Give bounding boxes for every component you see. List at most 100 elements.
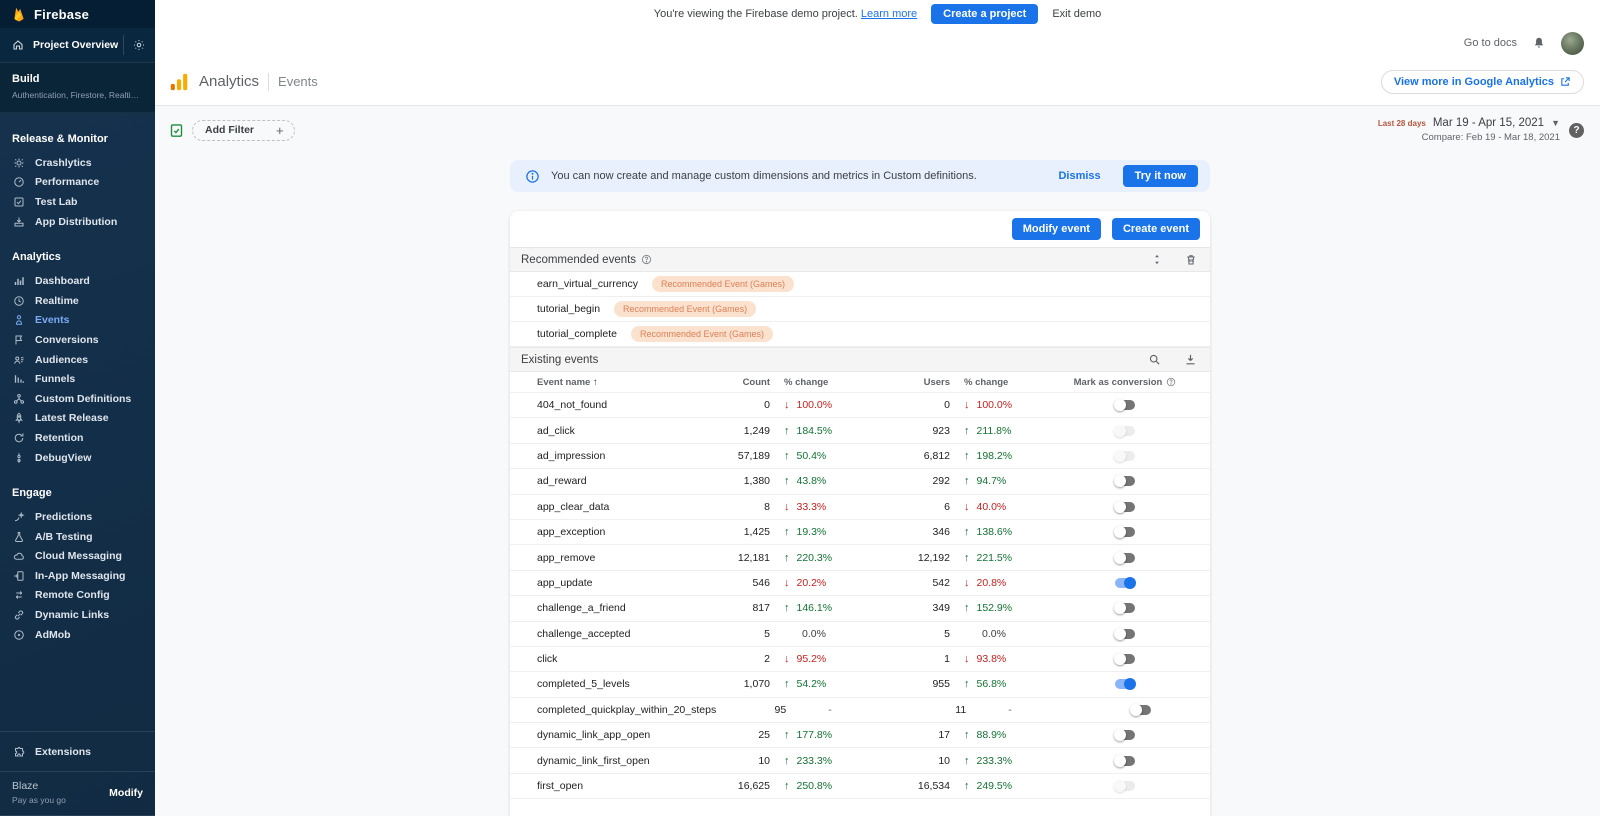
build-section[interactable]: Build Authentication, Firestore, Realtim… — [0, 63, 155, 113]
percent-change: 40.0% — [976, 500, 1007, 513]
sidebar-item-funnels[interactable]: Funnels — [0, 369, 155, 389]
sidebar-item-a-b-testing[interactable]: A/B Testing — [0, 527, 155, 547]
conversion-toggle[interactable] — [1114, 526, 1135, 539]
project-settings-button[interactable] — [123, 35, 145, 55]
column-count[interactable]: Count — [742, 376, 770, 388]
try-it-now-button[interactable]: Try it now — [1122, 165, 1198, 187]
conversion-help-icon[interactable] — [1166, 377, 1176, 387]
create-event-button[interactable]: Create event — [1111, 218, 1200, 240]
sidebar-item-app-distribution[interactable]: App Distribution — [0, 212, 155, 232]
event-name: app_exception — [537, 526, 606, 539]
sidebar-item-conversions[interactable]: Conversions — [0, 330, 155, 350]
conversion-toggle[interactable] — [1114, 627, 1135, 640]
sidebar-item-custom-definitions[interactable]: Custom Definitions — [0, 389, 155, 409]
sidebar-item-dashboard[interactable]: Dashboard — [0, 271, 155, 291]
sidebar-item-label: Test Lab — [35, 195, 78, 208]
nav-section-label: Release & Monitor — [12, 133, 108, 145]
extensions-label: Extensions — [35, 745, 92, 758]
recommended-event-row[interactable]: tutorial_complete Recommended Event (Game… — [510, 322, 1210, 347]
recommended-events-header: Recommended events — [510, 247, 1210, 272]
main-content: Add Filter + Last 28 days Mar 19 - Apr 15… — [155, 106, 1600, 816]
event-row-ad_reward: ad_reward 1,380 ↑ 43.8% 292 ↑ 94.7% — [510, 469, 1210, 495]
sidebar-item-dynamic-links[interactable]: Dynamic Links — [0, 605, 155, 625]
create-project-button[interactable]: Create a project — [931, 4, 1039, 24]
conversion-toggle[interactable] — [1114, 399, 1135, 412]
search-icon[interactable] — [1148, 353, 1161, 366]
event-count: 12,181 — [737, 551, 770, 564]
sidebar-item-test-lab[interactable]: Test Lab — [0, 192, 155, 212]
user-avatar[interactable] — [1561, 31, 1584, 55]
event-users: 12,192 — [917, 551, 950, 564]
recommended-event-row[interactable]: earn_virtual_currency Recommended Event (… — [510, 272, 1210, 297]
view-more-google-analytics-button[interactable]: View more in Google Analytics — [1380, 69, 1584, 94]
exit-demo-button[interactable]: Exit demo — [1052, 8, 1102, 20]
sidebar-item-extensions[interactable]: Extensions — [0, 731, 155, 771]
caret-down-icon: ▼ — [1551, 118, 1560, 128]
sidebar-item-events[interactable]: Events — [0, 311, 155, 331]
event-users: 542 — [932, 576, 950, 589]
percent-change: 0.0% — [982, 627, 1006, 640]
events-card: Modify event Create event Recommended ev… — [510, 211, 1210, 816]
conversion-toggle[interactable] — [1114, 653, 1135, 666]
report-status-icon[interactable] — [169, 123, 184, 138]
sidebar-item-remote-config[interactable]: Remote Config — [0, 586, 155, 606]
column-users-change[interactable]: % change — [964, 376, 1009, 388]
dismiss-button[interactable]: Dismiss — [1058, 170, 1101, 182]
modify-event-button[interactable]: Modify event — [1011, 218, 1101, 240]
arrow-up-icon: ↑ — [784, 424, 790, 437]
event-users: 923 — [932, 424, 950, 437]
info-icon — [525, 169, 540, 184]
sidebar-item-predictions[interactable]: Predictions — [0, 507, 155, 527]
sidebar-item-debugview[interactable]: DebugView — [0, 448, 155, 468]
conversion-toggle[interactable] — [1114, 754, 1135, 767]
help-icon[interactable]: ? — [1569, 122, 1584, 138]
breadcrumb-divider — [268, 72, 270, 91]
sidebar-item-audiences[interactable]: Audiences — [0, 350, 155, 370]
download-icon[interactable] — [1184, 353, 1197, 366]
go-to-docs-link[interactable]: Go to docs — [1463, 37, 1517, 49]
firebase-home-link[interactable]: Firebase — [0, 0, 155, 28]
recommended-event-name: tutorial_begin — [537, 303, 601, 315]
conversion-toggle[interactable] — [1114, 500, 1135, 513]
date-range-picker[interactable]: Last 28 days Mar 19 - Apr 15, 2021 ▼ Com… — [1378, 117, 1560, 143]
column-change[interactable]: % change — [784, 376, 829, 388]
sidebar-item-label: Conversions — [35, 333, 99, 346]
conversion-toggle[interactable] — [1114, 551, 1135, 564]
conversion-toggle[interactable] — [1114, 424, 1135, 437]
sidebar-item-latest-release[interactable]: Latest Release — [0, 409, 155, 429]
conversion-toggle[interactable] — [1114, 475, 1135, 488]
sidebar-item-admob[interactable]: AdMob — [0, 625, 155, 645]
event-row-404_not_found: 404_not_found 0 ↓ 100.0% 0 ↓ 100.0% — [510, 393, 1210, 419]
conversion-toggle[interactable] — [1114, 602, 1135, 615]
conversion-toggle[interactable] — [1114, 449, 1135, 462]
sidebar-item-crashlytics[interactable]: Crashlytics — [0, 153, 155, 173]
sidebar-item-cloud-messaging[interactable]: Cloud Messaging — [0, 547, 155, 567]
conversion-toggle[interactable] — [1114, 780, 1135, 793]
plan-name: Blaze — [12, 780, 39, 792]
audiences-icon — [13, 354, 25, 366]
learn-more-link[interactable]: Learn more — [860, 8, 918, 20]
add-filter-button[interactable]: Add Filter + — [192, 119, 295, 141]
sort-rows-icon[interactable] — [1152, 253, 1162, 266]
recommended-event-row[interactable]: tutorial_begin Recommended Event (Games) — [510, 297, 1210, 322]
event-name: ad_click — [537, 424, 575, 437]
sidebar-item-performance[interactable]: Performance — [0, 173, 155, 193]
project-overview-row[interactable]: Project Overview — [0, 28, 155, 63]
conversion-toggle[interactable] — [1115, 678, 1136, 691]
build-title: Build — [12, 73, 40, 85]
recommended-help-icon[interactable] — [641, 254, 652, 265]
arrow-down-icon: ↓ — [964, 576, 970, 589]
home-icon — [12, 39, 24, 51]
notifications-bell-icon[interactable] — [1532, 36, 1546, 50]
event-count: 25 — [758, 729, 770, 742]
delete-icon[interactable] — [1185, 253, 1197, 266]
conversion-toggle[interactable] — [1114, 729, 1135, 742]
conversion-toggle[interactable] — [1115, 576, 1136, 589]
modify-plan-button[interactable]: Modify — [109, 786, 143, 799]
column-users[interactable]: Users — [923, 376, 950, 388]
conversion-toggle[interactable] — [1130, 703, 1152, 716]
sidebar-item-in-app-messaging[interactable]: In-App Messaging — [0, 566, 155, 586]
product-title[interactable]: Analytics — [199, 73, 260, 90]
sidebar-item-realtime[interactable]: Realtime — [0, 291, 155, 311]
sidebar-item-retention[interactable]: Retention — [0, 428, 155, 448]
